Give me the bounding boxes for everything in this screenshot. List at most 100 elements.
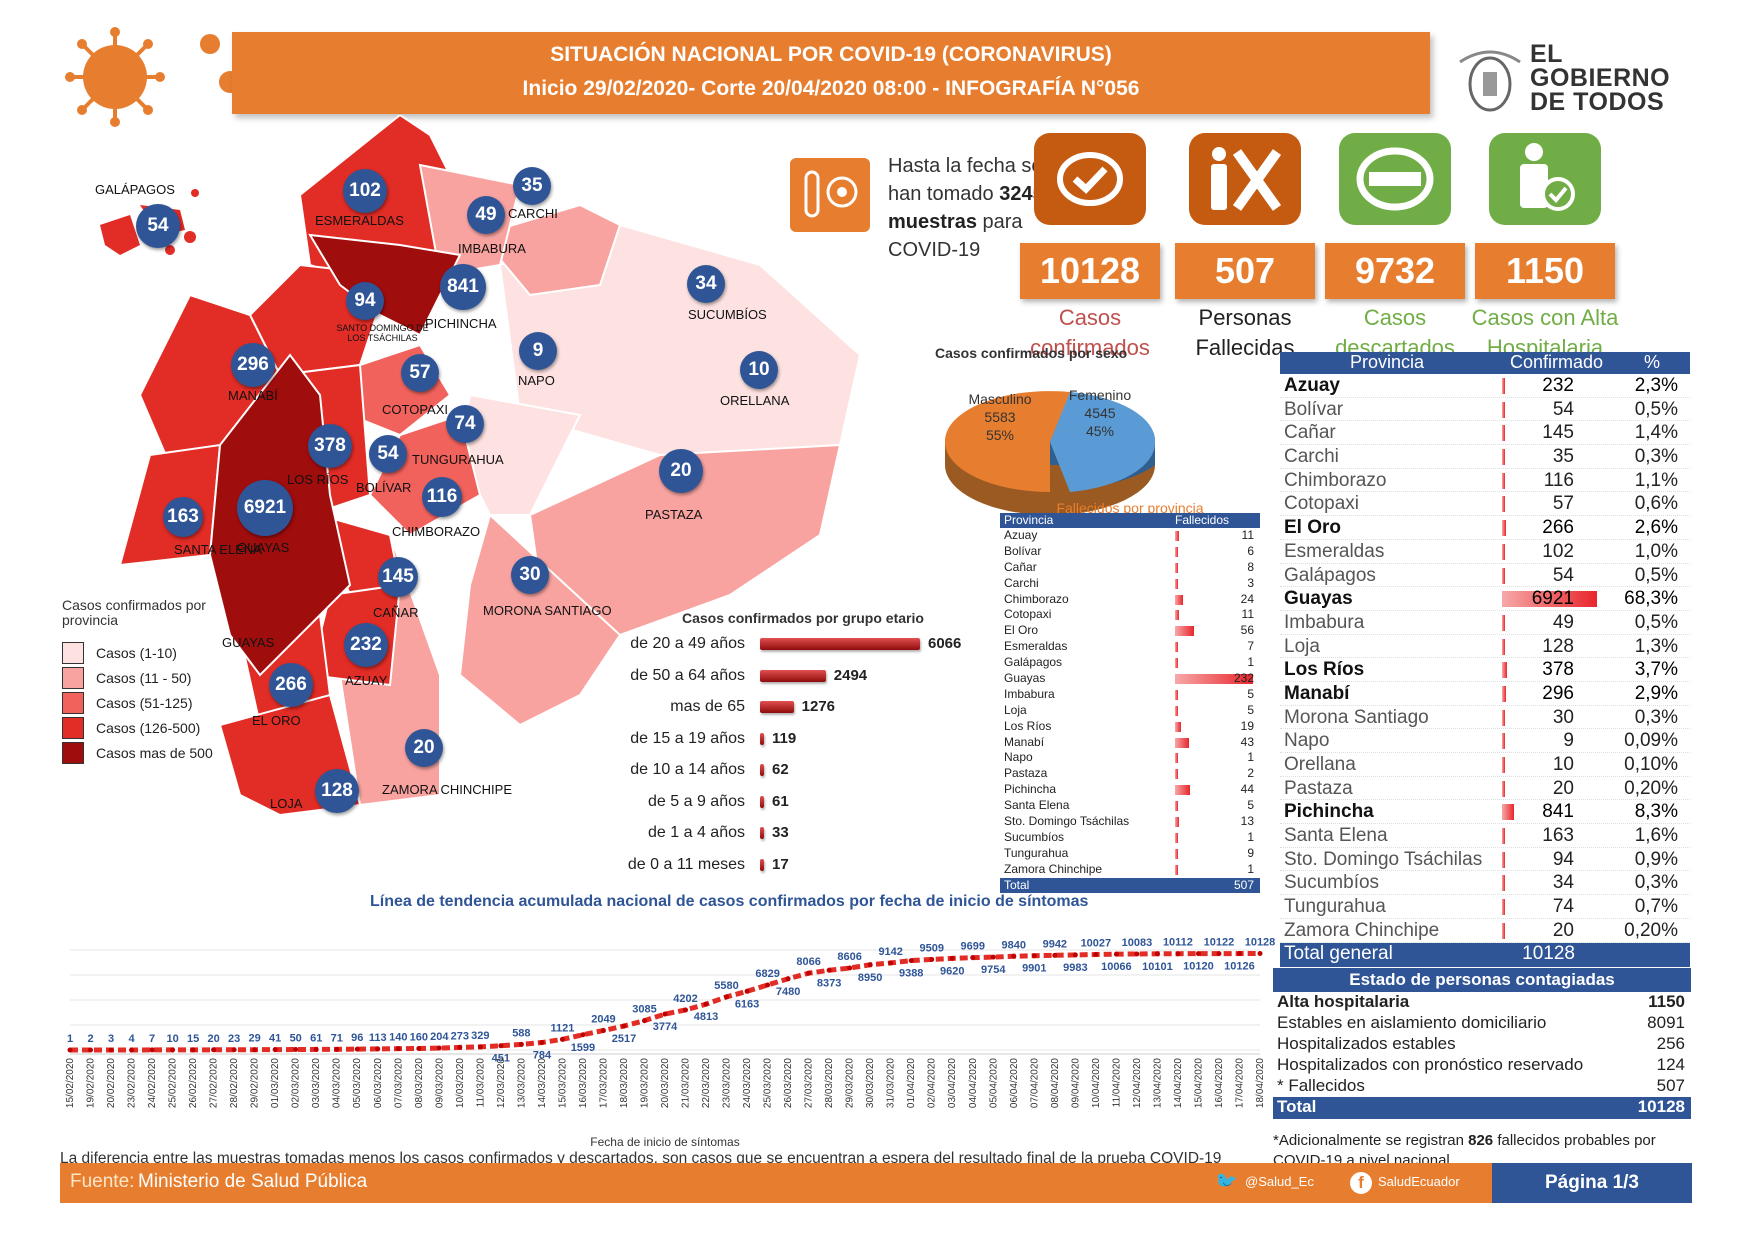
pie-label-masculino: Masculino bbox=[968, 391, 1031, 407]
legend-swatch bbox=[62, 741, 84, 764]
province-bubble: 10 bbox=[740, 351, 778, 389]
data-point bbox=[1257, 951, 1263, 957]
pie-pct-femenino: 45% bbox=[1086, 423, 1114, 439]
deaths-row: Galápagos 1 bbox=[1000, 655, 1260, 671]
province-bubble: 378 bbox=[308, 424, 352, 468]
samples-word: muestras bbox=[888, 211, 977, 233]
deaths-row: Sucumbíos 1 bbox=[1000, 830, 1260, 846]
deaths-row-value: 5 bbox=[1247, 686, 1254, 701]
data-point bbox=[231, 1047, 237, 1053]
data-point bbox=[375, 1046, 381, 1052]
table-cell-province: Santa Elena bbox=[1284, 825, 1388, 847]
age-category-label: de 1 a 4 años bbox=[648, 824, 745, 841]
deaths-row: Esmeraldas 7 bbox=[1000, 639, 1260, 655]
deaths-row-province: Napo bbox=[1004, 750, 1033, 765]
deaths-row-value: 5 bbox=[1247, 798, 1254, 813]
province-bubble: 54 bbox=[136, 204, 180, 248]
table-cell-province: Esmeraldas bbox=[1284, 540, 1385, 562]
data-point bbox=[1052, 952, 1058, 958]
x-tick-label: 11/04/2020 bbox=[1111, 1058, 1122, 1108]
table-row: Bolívar 54 0,5% bbox=[1280, 398, 1690, 422]
province-label: ZAMORA CHINCHIPE bbox=[382, 782, 513, 797]
table-row: Cotopaxi 57 0,6% bbox=[1280, 492, 1690, 517]
data-label: 5580 bbox=[714, 980, 738, 992]
data-label: 96 bbox=[351, 1032, 363, 1044]
x-tick-label: 16/04/2020 bbox=[1214, 1058, 1225, 1108]
status-row-label: * Fallecidos bbox=[1277, 1076, 1365, 1095]
age-bar bbox=[760, 795, 764, 808]
data-point bbox=[744, 988, 750, 994]
age-category-label: mas de 65 bbox=[670, 698, 745, 715]
data-point bbox=[683, 1007, 689, 1013]
deaths-row-bar bbox=[1175, 562, 1178, 573]
x-tick-label: 18/03/2020 bbox=[619, 1058, 630, 1108]
data-label: 113 bbox=[369, 1032, 387, 1044]
province-table: Provincia Confirmado % Azuay 232 2,3% Bolív… bbox=[1280, 352, 1690, 967]
data-point bbox=[539, 1040, 545, 1046]
pie-value-masculino: 5583 bbox=[984, 409, 1015, 425]
x-tick-label: 29/03/2020 bbox=[845, 1058, 856, 1108]
pie-pct-masculino: 55% bbox=[986, 427, 1014, 443]
data-point bbox=[477, 1044, 483, 1050]
deaths-row-province: Santa Elena bbox=[1004, 798, 1070, 813]
facebook-icon[interactable]: f bbox=[1350, 1172, 1372, 1194]
data-point bbox=[518, 1041, 524, 1047]
x-tick-label: 26/03/2020 bbox=[783, 1058, 794, 1108]
data-label: 2049 bbox=[591, 1013, 615, 1025]
deaths-col-deaths: Fallecidos bbox=[1175, 513, 1230, 527]
table-cell-percent: 0,20% bbox=[1624, 919, 1678, 941]
twitter-icon[interactable]: 🐦 bbox=[1215, 1171, 1238, 1191]
x-tick-label: 31/03/2020 bbox=[886, 1058, 897, 1108]
x-tick-label: 09/04/2020 bbox=[1070, 1058, 1081, 1108]
x-tick-label: 18/04/2020 bbox=[1255, 1058, 1266, 1108]
deaths-row-province: Chimborazo bbox=[1004, 591, 1069, 606]
data-point bbox=[436, 1045, 442, 1051]
x-tick-label: 10/03/2020 bbox=[455, 1058, 466, 1108]
deaths-row-bar bbox=[1175, 753, 1178, 764]
twitter-handle[interactable]: @Salud_Ec bbox=[1245, 1174, 1314, 1189]
discharged-person-icon bbox=[1489, 133, 1601, 225]
data-point bbox=[641, 1018, 647, 1024]
age-bar-value: 6066 bbox=[928, 635, 962, 652]
map-legend-title: Casos confirmados por provincia bbox=[62, 597, 206, 628]
deaths-row-province: Manabí bbox=[1004, 734, 1045, 749]
table-row: Guayas 6921 68,3% bbox=[1280, 587, 1690, 611]
data-label: 1121 bbox=[550, 1022, 574, 1034]
data-label: 9840 bbox=[1002, 939, 1026, 951]
data-point bbox=[129, 1047, 135, 1053]
data-point bbox=[252, 1047, 258, 1053]
deaths-row: Pichincha 44 bbox=[1000, 782, 1260, 798]
age-bar bbox=[760, 732, 764, 745]
status-title: Estado de personas contagiadas bbox=[1273, 968, 1691, 992]
data-point bbox=[88, 1047, 94, 1053]
table-cell-province: Guayas bbox=[1284, 588, 1353, 610]
table-cell-bar bbox=[1502, 543, 1505, 560]
data-label: 8373 bbox=[817, 977, 841, 989]
x-tick-label: 06/03/2020 bbox=[373, 1058, 384, 1108]
data-label: 9142 bbox=[878, 946, 902, 958]
deaths-row-province: Cañar bbox=[1004, 559, 1037, 574]
province-label: TUNGURAHUA bbox=[412, 452, 504, 467]
status-row: Hospitalizados con pronóstico reservado 1… bbox=[1273, 1055, 1691, 1076]
table-cell-province: Imbabura bbox=[1284, 611, 1365, 633]
table-cell-province: Chimborazo bbox=[1284, 469, 1387, 491]
legend-label: Casos mas de 500 bbox=[96, 744, 213, 761]
deaths-row: Loja 5 bbox=[1000, 703, 1260, 719]
facebook-handle[interactable]: SaludEcuador bbox=[1378, 1174, 1460, 1189]
deaths-row-value: 44 bbox=[1240, 782, 1254, 797]
samples-text: Hasta la fecha se han tomado bbox=[888, 155, 1043, 205]
x-tick-label: 14/04/2020 bbox=[1173, 1058, 1184, 1108]
table-cell-percent: 1,6% bbox=[1634, 825, 1678, 847]
status-row: Hospitalizados estables 256 bbox=[1273, 1034, 1691, 1055]
data-point bbox=[826, 967, 832, 973]
table-cell-bar bbox=[1502, 899, 1505, 916]
table-cell-confirmed: 20 bbox=[1552, 919, 1574, 941]
footer-bar: Fuente: Ministerio de Salud Pública 🐦 @S… bbox=[60, 1163, 1692, 1203]
data-label: 2 bbox=[87, 1033, 93, 1045]
table-cell-bar bbox=[1502, 591, 1597, 608]
trend-chart-title: Línea de tendencia acumulada nacional de… bbox=[370, 893, 1089, 910]
table-row: Orellana 10 0,10% bbox=[1280, 753, 1690, 777]
kpi-value: 9732 bbox=[1325, 243, 1465, 299]
x-tick-label: 29/02/2020 bbox=[250, 1058, 261, 1108]
deaths-row: Carchi 3 bbox=[1000, 576, 1260, 592]
